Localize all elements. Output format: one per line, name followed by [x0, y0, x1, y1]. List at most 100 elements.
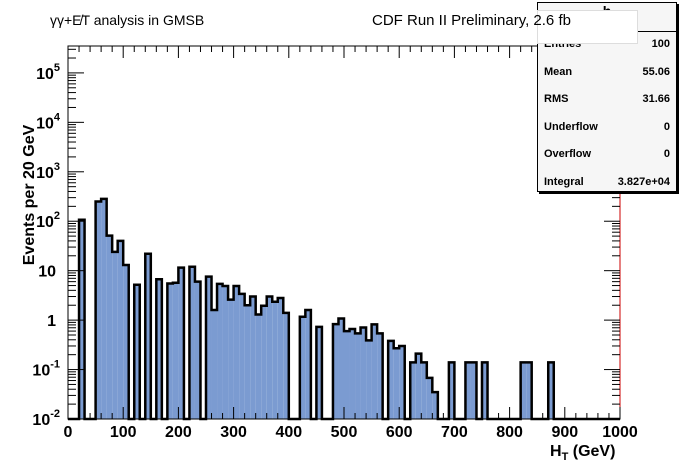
histogram-bar: [371, 324, 378, 419]
stats-label: RMS: [544, 93, 569, 105]
stats-value: 31.66: [642, 93, 670, 105]
x-tick-label: 900: [551, 424, 578, 441]
x-axis-label: HT (GeV): [550, 443, 615, 463]
stats-value: 0: [663, 120, 670, 133]
stats-row-underflow: Underflow 0: [544, 121, 670, 133]
title-box: [537, 10, 638, 44]
histogram-bar: [415, 353, 422, 419]
histogram-bar: [399, 345, 405, 419]
x-tick-label: 0: [64, 424, 73, 441]
histogram-bar: [277, 298, 284, 419]
y-axis-label: Events per 20 GeV: [21, 124, 38, 265]
histogram-bar: [123, 265, 129, 419]
stats-label: Underflow: [544, 120, 598, 133]
histogram-bar: [217, 283, 223, 419]
y-tick-labels: 10-2 10-1 1 10 102 103 104 105: [32, 62, 60, 429]
histogram-bar: [305, 310, 311, 419]
histogram-bar: [172, 282, 179, 419]
histogram-bar: [377, 333, 383, 419]
stats-label: Mean: [544, 65, 573, 78]
histogram-bar: [482, 362, 488, 419]
stats-row-overflow: Overflow 0: [544, 148, 670, 160]
histogram-bar: [266, 296, 273, 419]
histogram-bar: [520, 362, 527, 419]
histogram-bar: [344, 331, 350, 419]
histogram-bar: [167, 283, 173, 419]
histogram-bar: [410, 362, 416, 419]
histogram-bar: [255, 314, 262, 419]
x-tick-label: 600: [386, 424, 413, 441]
histogram-bar: [189, 266, 195, 419]
y-tick-label: 102: [36, 210, 60, 231]
histogram-bar: [316, 326, 322, 419]
histogram-bar: [332, 324, 339, 419]
histogram-bars: [79, 198, 554, 419]
x-tick-label: 300: [220, 424, 247, 441]
x-tick-label: 500: [331, 424, 358, 441]
histogram-bar: [178, 267, 184, 419]
histogram-bar: [393, 348, 400, 419]
histogram-bar: [79, 219, 85, 419]
stats-label: Overflow: [544, 148, 592, 160]
analysis-title: γγ+E̸T analysis in GMSB: [50, 12, 205, 28]
stats-row-rms: RMS 31.66: [544, 93, 670, 105]
stats-row-mean: Mean 55.06: [544, 66, 670, 78]
stats-value: 100: [651, 38, 670, 50]
histogram-bar: [448, 362, 455, 419]
histogram-bar: [355, 333, 361, 419]
histogram-bar: [261, 305, 267, 419]
histogram-bar: [228, 299, 234, 419]
histogram-bar: [250, 296, 256, 419]
histogram-bar: [470, 362, 477, 419]
stats-value: 55.06: [642, 65, 670, 78]
y-tick-label: 105: [36, 62, 60, 83]
histogram-bar: [388, 340, 394, 419]
histogram-bar: [112, 251, 118, 419]
histogram-bar: [156, 279, 162, 419]
y-tick-label: 103: [36, 161, 60, 182]
x-tick-label: 100: [110, 424, 137, 441]
histogram-bar: [206, 276, 212, 419]
experiment-title: CDF Run II Preliminary, 2.6 fb: [372, 12, 571, 29]
axis-ticks: [67, 46, 621, 420]
x-tick-label: 700: [441, 424, 468, 441]
histogram-bar: [244, 305, 251, 419]
stats-label: Integral: [544, 175, 584, 188]
histogram-bar: [299, 316, 306, 419]
histogram-bar: [95, 201, 102, 419]
x-tick-label: 200: [165, 424, 192, 441]
histogram-bar: [222, 285, 229, 419]
histogram-bar: [360, 327, 367, 419]
histogram-bar: [211, 310, 218, 419]
histogram-bar: [432, 392, 438, 419]
histogram-bar: [194, 281, 201, 419]
y-tick-label: 10: [38, 264, 56, 281]
x-tick-label: 400: [275, 424, 302, 441]
y-tick-label: 10-2: [32, 408, 60, 429]
histogram-bar: [283, 312, 289, 419]
y-tick-label: 1: [47, 313, 56, 330]
y-tick-label: 10-1: [32, 359, 60, 380]
x-tick-labels: 0 100 200 300 400 500 600 700 800 900 1000: [64, 424, 638, 441]
histogram-bar: [101, 198, 107, 419]
stats-value: 0: [663, 148, 670, 160]
histogram-bar: [349, 329, 356, 419]
histogram-bar: [106, 235, 113, 419]
histogram-bar: [134, 284, 140, 419]
stats-row-integral: Integral 3.827e+04: [544, 176, 670, 188]
x-tick-label: 800: [496, 424, 523, 441]
histogram-bar: [338, 318, 344, 419]
histogram-bar: [145, 253, 151, 419]
y-tick-label: 104: [36, 111, 61, 132]
histogram-bar: [526, 362, 532, 419]
stats-value: 3.827e+04: [617, 175, 670, 188]
histogram-bar: [272, 301, 278, 419]
histogram-bar: [465, 362, 471, 419]
histogram-bar: [117, 240, 124, 419]
histogram-bar: [421, 362, 427, 419]
histogram-bar: [233, 285, 240, 419]
histogram-bar: [426, 377, 433, 419]
x-tick-label: 1000: [602, 424, 638, 441]
histogram-bar: [548, 362, 554, 419]
